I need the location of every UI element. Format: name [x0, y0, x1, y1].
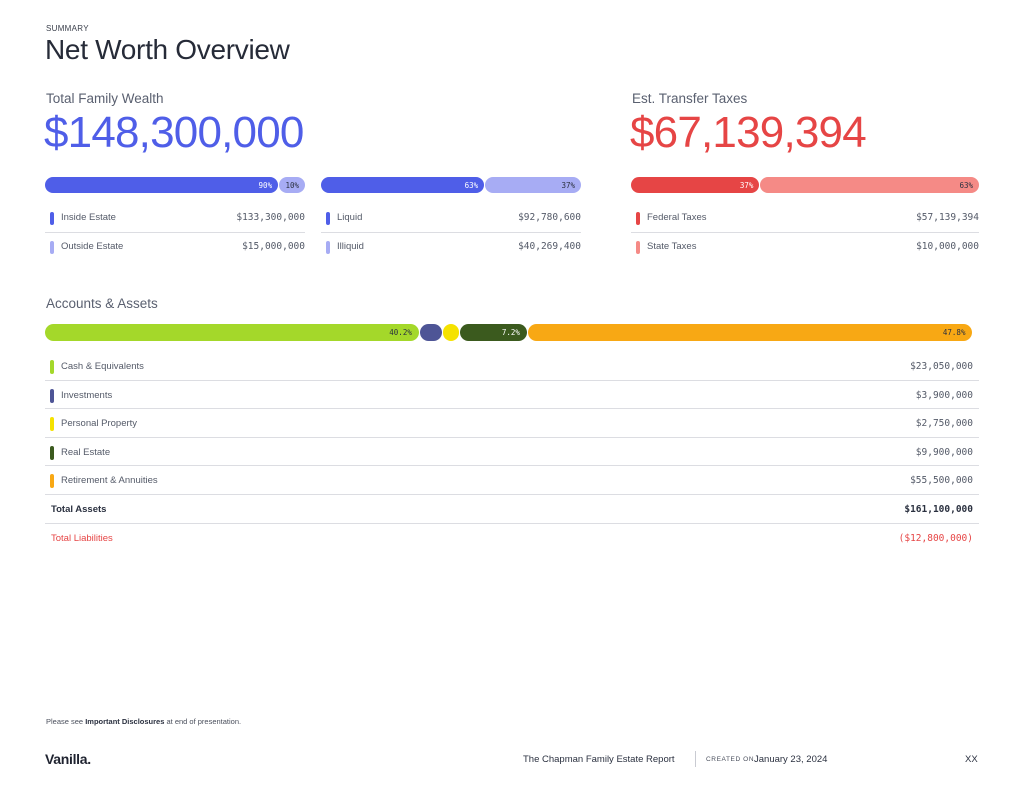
asset-color-swatch — [50, 417, 54, 432]
total-assets-row: Total Assets $161,100,000 — [45, 495, 979, 524]
asset-row-value: $2,750,000 — [915, 418, 973, 430]
total-liabilities-value: ($12,800,000) — [898, 532, 973, 544]
taxes-bar-segment: 63% — [760, 177, 979, 193]
disclosure-note: Please see Important Disclosures at end … — [46, 717, 241, 726]
assets-bar-segment: 7.2% — [459, 324, 527, 341]
wealth-label: Total Family Wealth — [46, 91, 164, 106]
page-title: Net Worth Overview — [45, 34, 290, 65]
wealth-value: $148,300,000 — [44, 108, 304, 157]
footer-created-date: January 23, 2024 — [754, 754, 828, 765]
disclosure-suffix: at end of presentation. — [164, 717, 242, 726]
taxes-value: $67,139,394 — [630, 108, 867, 157]
footer-report-title: The Chapman Family Estate Report — [523, 754, 675, 765]
liquidity-bar-segment: 37% — [485, 177, 581, 193]
assets-table: Cash & Equivalents $23,050,000 Investments… — [45, 352, 979, 552]
legend-color-swatch — [50, 240, 54, 254]
asset-row-value: $3,900,000 — [915, 389, 973, 401]
total-liabilities-row: Total Liabilities ($12,800,000) — [45, 524, 979, 553]
assets-bar-segment — [443, 324, 459, 341]
assets-section-title: Accounts & Assets — [46, 296, 158, 311]
assets-bar: 40.2% 7.2% 47.8% — [45, 324, 979, 341]
taxes-bar-segment: 37% — [631, 177, 760, 193]
asset-row-label: Investments — [61, 389, 113, 401]
legend-color-swatch — [636, 212, 640, 225]
legend-row: Inside Estate $133,300,000 — [45, 204, 305, 233]
asset-row: Investments $3,900,000 — [45, 381, 979, 410]
taxes-label: Est. Transfer Taxes — [632, 91, 748, 106]
legend-color-swatch — [326, 212, 330, 225]
legend-row-value: $15,000,000 — [242, 240, 305, 252]
legend-row-value: $92,780,600 — [518, 212, 581, 223]
assets-bar-segment: 47.8% — [527, 324, 973, 341]
asset-row-label: Real Estate — [61, 446, 111, 458]
footer-page-number: XX — [965, 754, 978, 765]
taxes-bar: 37% 63% — [631, 177, 979, 193]
assets-bar-segment — [419, 324, 443, 341]
legend-color-swatch — [326, 240, 330, 254]
asset-color-swatch — [50, 445, 54, 460]
asset-color-swatch — [50, 388, 54, 403]
legend-color-swatch — [636, 240, 640, 254]
legend-row-value: $40,269,400 — [518, 240, 581, 252]
total-assets-value: $161,100,000 — [904, 503, 973, 515]
footer-divider — [695, 751, 696, 767]
legend-row: Outside Estate $15,000,000 — [45, 233, 305, 262]
legend-row-label: Illiquid — [337, 240, 364, 252]
legend-row: Liquid $92,780,600 — [321, 204, 581, 233]
liquidity-bar: 63% 37% — [321, 177, 581, 193]
estate-bar: 90% 10% — [45, 177, 305, 193]
asset-row: Cash & Equivalents $23,050,000 — [45, 352, 979, 381]
legend-row: State Taxes $10,000,000 — [631, 233, 979, 262]
estate-legend: Inside Estate $133,300,000 Outside Estate $… — [45, 204, 305, 261]
legend-row-value: $10,000,000 — [916, 240, 979, 252]
legend-row-label: Liquid — [337, 212, 363, 223]
legend-row-value: $57,139,394 — [916, 212, 979, 223]
eyebrow-label: SUMMARY — [46, 24, 89, 33]
total-liabilities-label: Total Liabilities — [51, 532, 113, 544]
liquidity-legend: Liquid $92,780,600 Illiquid $40,269,400 — [321, 204, 581, 261]
estate-bar-segment: 90% — [45, 177, 279, 193]
asset-row-value: $9,900,000 — [915, 446, 973, 458]
disclosure-prefix: Please see — [46, 717, 86, 726]
legend-row-value: $133,300,000 — [236, 212, 305, 223]
assets-bar-segment: 40.2% — [45, 324, 419, 341]
legend-row: Federal Taxes $57,139,394 — [631, 204, 979, 233]
legend-color-swatch — [50, 212, 54, 225]
liquidity-bar-segment: 63% — [321, 177, 485, 193]
footer-logo: Vanilla. — [45, 751, 91, 767]
total-assets-label: Total Assets — [51, 503, 107, 515]
asset-row: Personal Property $2,750,000 — [45, 409, 979, 438]
asset-row-value: $55,500,000 — [910, 475, 973, 487]
asset-color-swatch — [50, 474, 54, 489]
important-disclosures-link[interactable]: Important Disclosures — [85, 717, 165, 726]
estate-bar-segment: 10% — [279, 177, 305, 193]
legend-row-label: State Taxes — [647, 240, 697, 252]
asset-row-label: Retirement & Annuities — [61, 475, 158, 487]
asset-row-label: Personal Property — [61, 418, 138, 430]
taxes-legend: Federal Taxes $57,139,394 State Taxes $10,0… — [631, 204, 979, 261]
legend-row-label: Inside Estate — [61, 212, 116, 223]
legend-row-label: Outside Estate — [61, 240, 124, 252]
legend-row: Illiquid $40,269,400 — [321, 233, 581, 262]
asset-row: Retirement & Annuities $55,500,000 — [45, 466, 979, 495]
legend-row-label: Federal Taxes — [647, 212, 707, 223]
footer-created-label: CREATED ON — [706, 756, 755, 763]
asset-row-value: $23,050,000 — [910, 361, 973, 372]
asset-row: Real Estate $9,900,000 — [45, 438, 979, 467]
asset-color-swatch — [50, 360, 54, 374]
asset-row-label: Cash & Equivalents — [61, 361, 144, 372]
